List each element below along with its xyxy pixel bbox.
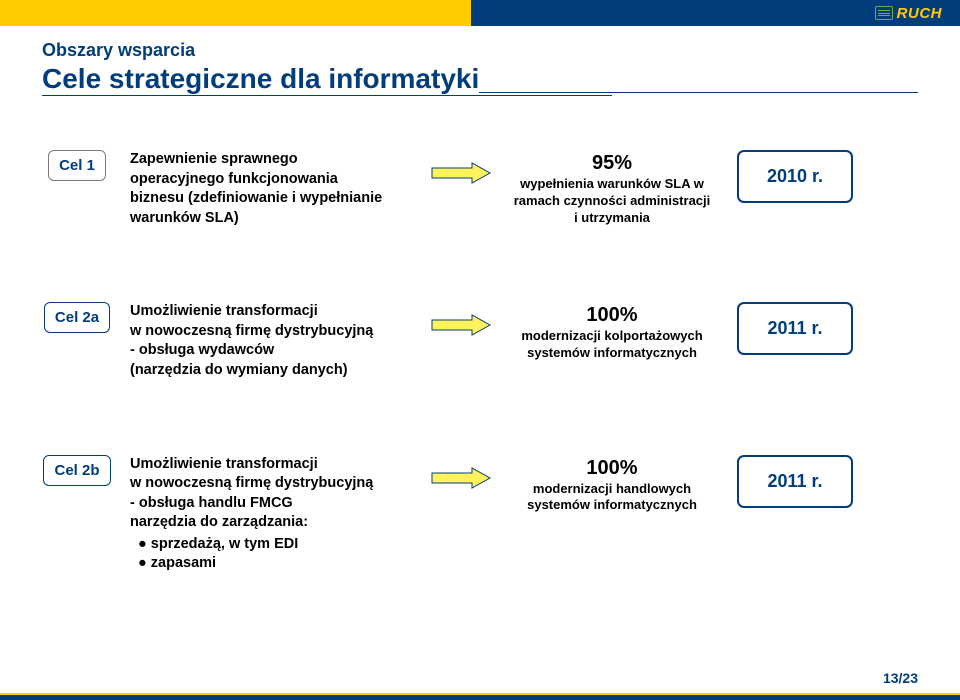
eyebrow: Obszary wsparcia bbox=[42, 40, 918, 61]
desc-line: w nowoczesną firmę dystrybucyjną bbox=[130, 474, 410, 494]
desc-line: biznesu (zdefiniowanie i wypełnianie bbox=[130, 189, 410, 209]
metric-percent: 100% bbox=[512, 302, 712, 328]
desc-line: Umożliwienie transformacji bbox=[130, 302, 410, 322]
year-cell: 2011 r. bbox=[730, 302, 860, 355]
metric-line: systemów informatycznych bbox=[527, 345, 697, 360]
slide-content: Obszary wsparcia Cele strategiczne dla i… bbox=[0, 26, 960, 574]
goal-description: Umożliwienie transformacji w nowoczesną … bbox=[130, 455, 410, 574]
goals-list: Cel 1 Zapewnienie sprawnego operacyjnego… bbox=[42, 150, 918, 574]
arrow-icon bbox=[430, 465, 492, 491]
arrow-icon bbox=[430, 160, 492, 186]
desc-line: w nowoczesną firmę dystrybucyjną bbox=[130, 322, 410, 342]
goal-row: Cel 2a Umożliwienie transformacji w nowo… bbox=[42, 302, 918, 380]
top-bar: RUCH bbox=[0, 0, 960, 26]
desc-line: operacyjnego funkcjonowania bbox=[130, 170, 410, 190]
badge-cell: Cel 2a bbox=[42, 302, 112, 333]
page-number: 13/23 bbox=[883, 670, 918, 686]
metric-line: modernizacji handlowych bbox=[533, 481, 691, 496]
goal-description: Zapewnienie sprawnego operacyjnego funkc… bbox=[130, 150, 410, 228]
title-row: Cele strategiczne dla informatyki bbox=[42, 63, 918, 97]
goal-row: Cel 2b Umożliwienie transformacji w nowo… bbox=[42, 455, 918, 574]
desc-line: - obsługa wydawców bbox=[130, 341, 410, 361]
arrow-icon bbox=[430, 312, 492, 338]
year-badge: 2010 r. bbox=[737, 150, 853, 203]
arrow-cell bbox=[428, 302, 494, 338]
metric-line: modernizacji kolportażowych bbox=[521, 328, 702, 343]
goal-metric: 100% modernizacji kolportażowych systemó… bbox=[512, 302, 712, 362]
desc-line: Zapewnienie sprawnego bbox=[130, 150, 410, 170]
badge-cell: Cel 2b bbox=[42, 455, 112, 486]
bullet-item: zapasami bbox=[138, 554, 410, 574]
desc-line: Umożliwienie transformacji bbox=[130, 455, 410, 475]
metric-percent: 95% bbox=[512, 150, 712, 176]
page-title: Cele strategiczne dla informatyki bbox=[42, 63, 479, 97]
goal-description: Umożliwienie transformacji w nowoczesną … bbox=[130, 302, 410, 380]
top-bar-blue: RUCH bbox=[471, 0, 960, 26]
arrow-cell bbox=[428, 150, 494, 186]
goal-badge: Cel 2a bbox=[44, 302, 110, 333]
year-cell: 2011 r. bbox=[730, 455, 860, 508]
bullet-item: sprzedażą, w tym EDI bbox=[138, 535, 410, 555]
year-badge: 2011 r. bbox=[737, 302, 852, 355]
goal-row: Cel 1 Zapewnienie sprawnego operacyjnego… bbox=[42, 150, 918, 228]
goal-metric: 100% modernizacji handlowych systemów in… bbox=[512, 455, 712, 515]
desc-bullets: sprzedażą, w tym EDI zapasami bbox=[138, 535, 410, 574]
desc-line: (narzędzia do wymiany danych) bbox=[130, 361, 410, 381]
desc-line: narzędzia do zarządzania: bbox=[130, 513, 410, 533]
top-bar-yellow bbox=[0, 0, 471, 26]
goal-metric: 95% wypełnienia warunków SLA w ramach cz… bbox=[512, 150, 712, 227]
metric-line: wypełnienia warunków SLA bbox=[520, 176, 690, 191]
metric-line: systemów informatycznych bbox=[527, 497, 697, 512]
logo-icon bbox=[875, 6, 893, 20]
title-rule-tail bbox=[479, 92, 918, 93]
desc-line: - obsługa handlu FMCG bbox=[130, 494, 410, 514]
desc-line: warunków SLA) bbox=[130, 209, 410, 229]
year-cell: 2010 r. bbox=[730, 150, 860, 203]
brand-name: RUCH bbox=[897, 5, 942, 22]
footer-rule-blue bbox=[0, 695, 960, 700]
arrow-cell bbox=[428, 455, 494, 491]
year-badge: 2011 r. bbox=[737, 455, 852, 508]
goal-badge: Cel 2b bbox=[43, 455, 110, 486]
brand-logo: RUCH bbox=[875, 5, 942, 22]
badge-cell: Cel 1 bbox=[42, 150, 112, 181]
goal-badge: Cel 1 bbox=[48, 150, 106, 181]
metric-percent: 100% bbox=[512, 455, 712, 481]
